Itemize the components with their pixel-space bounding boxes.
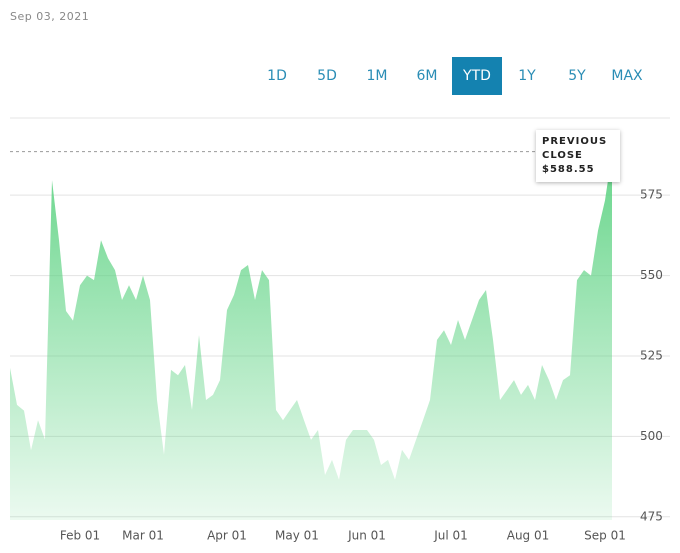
y-tick-label: 475 [640, 509, 663, 523]
range-selector: 1D 5D 1M 6M YTD 1Y 5Y MAX [252, 57, 652, 95]
x-tick-label: Aug 01 [507, 529, 550, 543]
range-button[interactable]: 5D [317, 68, 337, 84]
range-button[interactable]: 5Y [568, 68, 586, 84]
range-button[interactable]: 1M [366, 68, 388, 84]
x-tick-label: Jul 01 [433, 529, 468, 543]
range-button[interactable]: 1Y [518, 68, 536, 84]
x-tick-label: Feb 01 [60, 529, 100, 543]
x-tick-label: May 01 [275, 529, 319, 543]
range-button[interactable]: MAX [611, 68, 643, 84]
range-button[interactable]: 6M [416, 68, 438, 84]
x-tick-label: Sep 01 [584, 529, 626, 543]
tooltip: PREVIOUS CLOSE $588.55 [536, 130, 620, 182]
range-button[interactable]: YTD [452, 57, 502, 95]
y-tick-label: 500 [640, 429, 663, 443]
tooltip-value: $588.55 [542, 164, 595, 175]
x-tick-label: Apr 01 [207, 529, 247, 543]
y-tick-label: 575 [640, 188, 663, 202]
x-tick-label: Jun 01 [347, 529, 386, 543]
x-tick-label: Mar 01 [122, 529, 164, 543]
y-tick-label: 550 [640, 268, 663, 282]
area [10, 153, 612, 520]
range-button[interactable]: 1D [267, 68, 287, 84]
tooltip-label: PREVIOUS CLOSE [542, 136, 608, 161]
y-tick-label: 525 [640, 348, 663, 362]
date: Sep 03, 2021 [10, 10, 90, 23]
